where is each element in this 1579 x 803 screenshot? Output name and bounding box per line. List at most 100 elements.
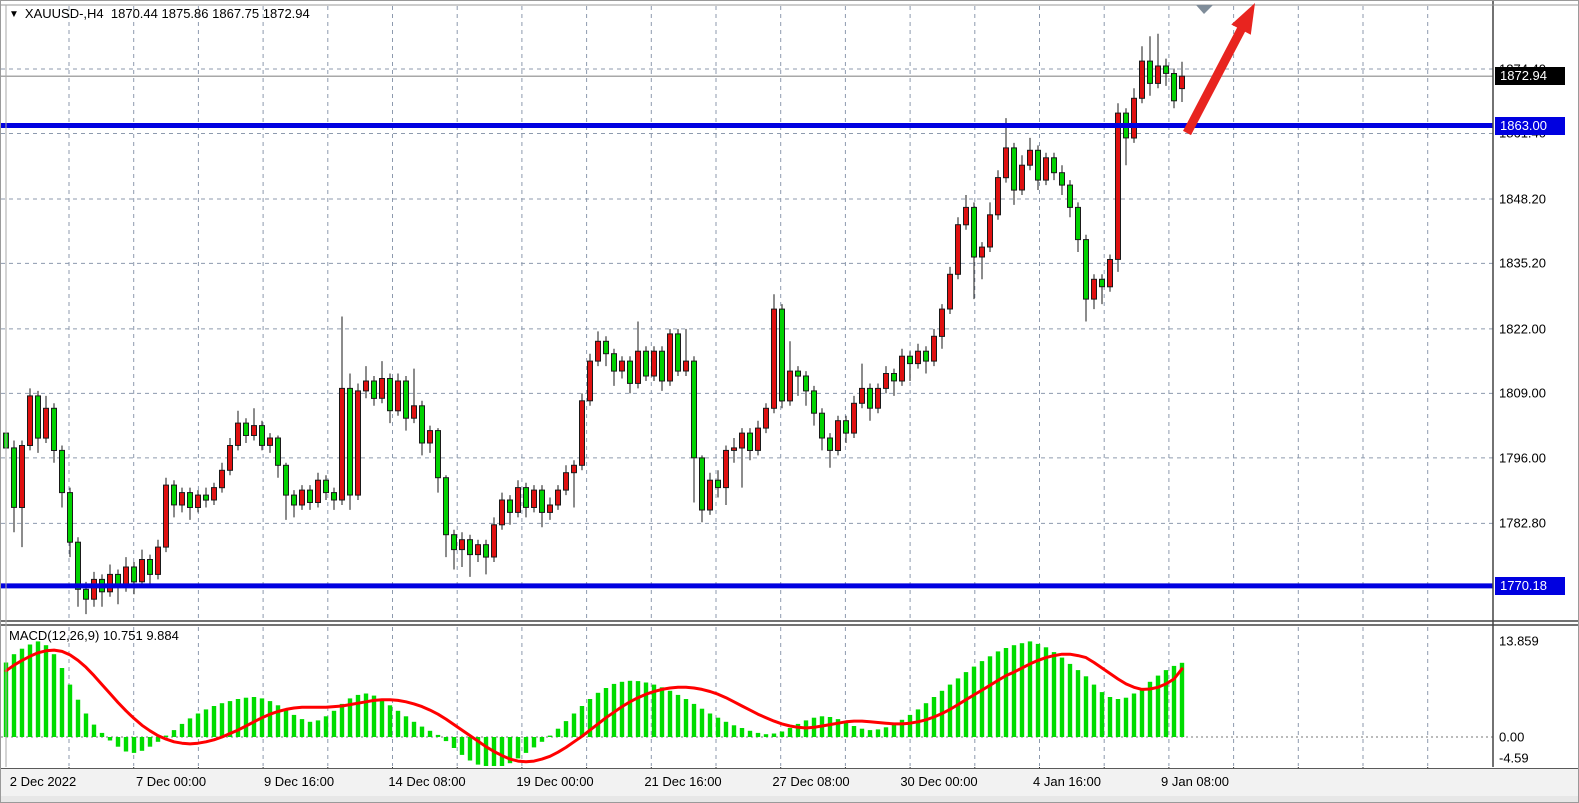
macd-bar [435,734,441,737]
candle-body [547,504,553,513]
candle-body [1099,278,1105,288]
candle-body [211,487,217,501]
time-axis-label: 14 Dec 08:00 [388,774,466,789]
candle-body [1043,157,1049,181]
candle-body [779,308,785,402]
macd-bar [251,697,257,737]
candle-body [963,206,969,226]
candle-body [483,544,489,558]
candle-body [67,492,73,543]
macd-bar [1091,684,1097,737]
candle-body [563,472,569,491]
macd-bar [235,699,241,737]
price-axis-label: 1782.80 [1499,515,1546,531]
macd-bar [187,718,193,737]
macd-bar [147,737,153,747]
time-axis-label: 30 Dec 00:00 [900,774,978,789]
macd-bar [75,699,81,737]
candle-body [275,437,281,466]
macd-signal-line [4,648,1184,764]
macd-bar [1027,641,1033,737]
time-axis-label: 9 Dec 16:00 [263,774,335,789]
price-axis-label: 1809.00 [1499,385,1546,401]
down-triangle-marker[interactable] [1196,5,1213,14]
candle-body [827,437,833,451]
macd-bar [371,695,377,737]
macd-bar [379,699,385,737]
candle-body [251,425,257,437]
macd-bar [675,694,681,737]
macd-bar [1115,699,1121,737]
macd-bar [643,682,649,737]
candle-body [923,350,929,362]
macd-bar [299,719,305,737]
macd-bar [323,716,329,737]
candle-body [1011,147,1017,191]
macd-bar [59,668,65,737]
candle-body [595,340,601,362]
candle-body [891,373,897,382]
candle-body [707,479,713,511]
macd-bar [971,666,977,737]
macd-bar [827,717,833,737]
candle-body [915,350,921,365]
candle-body [851,402,857,434]
candle-body [955,224,961,275]
bottom-edge [1,796,1578,802]
macd-bar [635,681,641,737]
macd-bar [1131,693,1137,737]
macd-bar [267,701,273,737]
macd-bar [995,651,1001,737]
candle-body [1147,60,1153,84]
candle-body [587,360,593,402]
candle-body [643,350,649,377]
macd-bar [547,735,553,737]
macd-bar [347,698,353,737]
candle-body [1107,259,1113,288]
macd-bar [1003,648,1009,737]
macd-bar [851,726,857,737]
bid-price-box: 1872.94 [1495,67,1565,86]
macd-bar [1147,681,1153,737]
macd-bar [739,728,745,737]
candle-body [19,445,25,508]
candle-body [339,387,345,501]
time-axis-label: 9 Jan 08:00 [1161,774,1229,789]
candle-body [1155,65,1161,84]
candle-body [995,177,1001,216]
macd-bar [1035,643,1041,737]
candle-body [75,541,81,590]
trend-arrow[interactable] [1183,3,1255,136]
candle-body [395,380,401,412]
macd-bar [179,723,185,737]
time-axis-label: 4 Jan 16:00 [1033,774,1101,789]
macd-bar [219,703,225,737]
macd-bar [859,728,865,737]
candle-body [227,445,233,471]
candle-body [867,387,873,409]
candle-body [443,477,449,536]
candle-body [947,273,953,310]
candle-body [1051,157,1057,174]
candle-body [427,430,433,444]
candle-body [795,370,801,377]
price-axis-label: 1822.00 [1499,321,1546,337]
macd-bar [339,703,345,737]
macd-bar [99,732,105,737]
candle-body [939,308,945,337]
macd-bar [987,656,993,737]
macd-bar [451,737,457,748]
time-axis-label: 7 Dec 00:00 [135,774,207,789]
macd-bar [787,728,793,737]
macd-bar [627,680,633,737]
candle-body [1067,184,1073,208]
candle-body [803,375,809,392]
symbol-dropdown-icon[interactable]: ▼ [9,9,19,20]
candle-body [659,350,665,382]
candle-body [819,412,825,439]
ohlc-open: 1870.44 [110,6,158,21]
candle-body [299,489,305,506]
macd-bar [507,737,513,764]
